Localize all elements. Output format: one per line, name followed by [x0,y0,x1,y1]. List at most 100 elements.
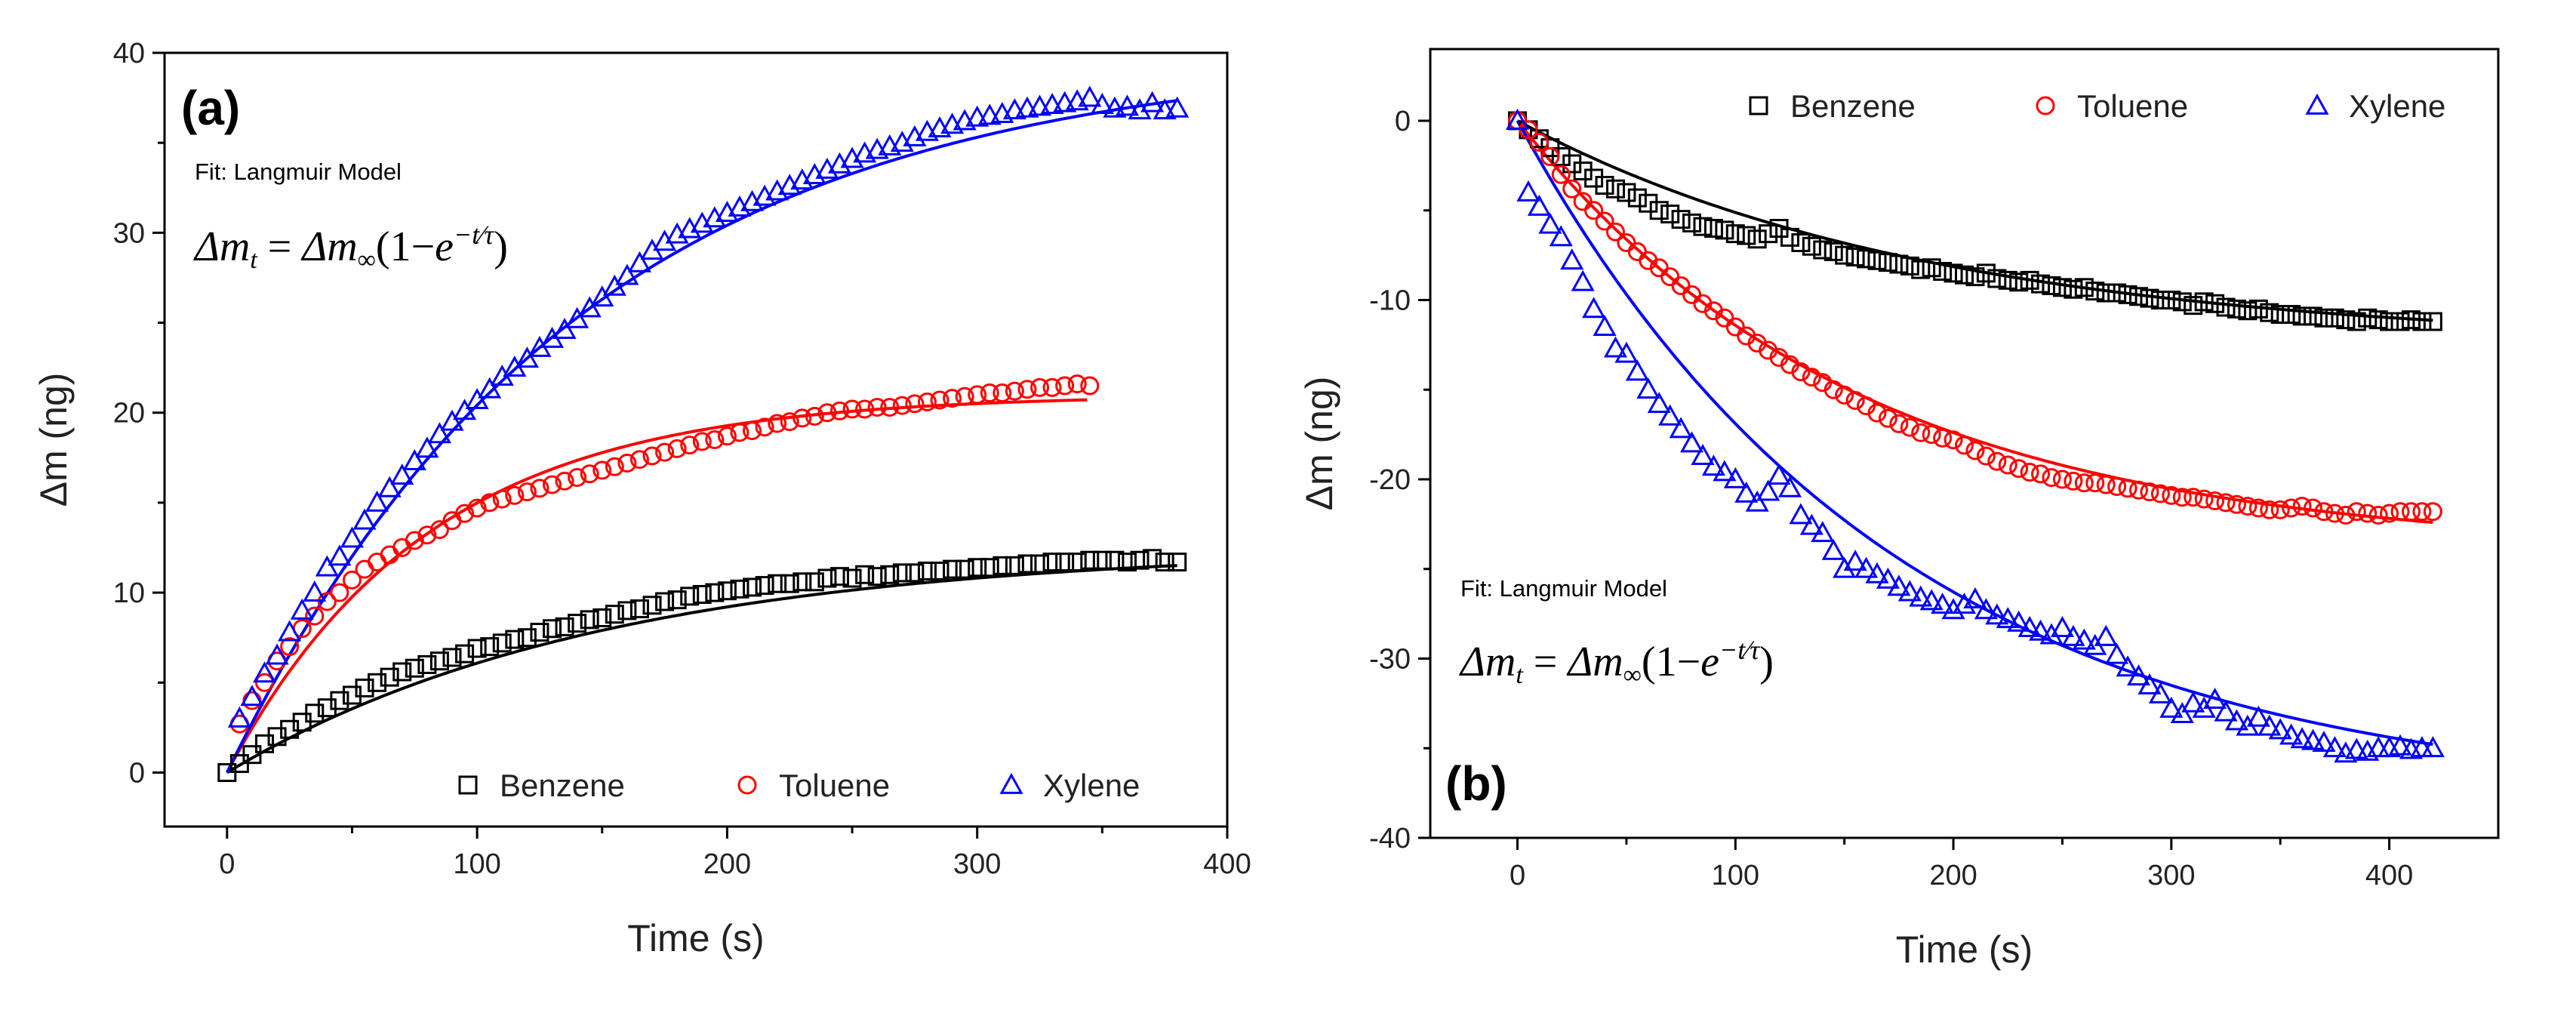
panel-b-xylene-point [1625,359,1649,381]
panel-a-benzene-point [505,630,525,649]
panel-b-benzene-point [1889,254,1909,274]
panel-b-toluene-point [2205,491,2225,510]
panel-b-benzene-point [2270,305,2290,324]
panel-a-benzene-point [605,605,624,624]
panel-a-toluene-point [705,430,725,449]
panel-b-x-tick-label: 300 [2147,860,2195,891]
panel-b-xylene-point [2039,623,2064,645]
panel-b-toluene-point [2380,503,2399,523]
panel-b-toluene-point [1845,391,1865,410]
panel-b-xylene-point [2072,628,2096,650]
panel-b-toluene-point [1584,201,1604,220]
panel-a-benzene-point [417,654,437,674]
panel-b-toluene-point [2129,480,2149,500]
panel-b-xylene-point [1560,248,1584,270]
panel-a-benzene-point [880,565,900,584]
panel-b-benzene-point [1737,226,1756,245]
panel-b-xylene-point [1941,598,1965,620]
panel-a-benzene-point [1155,553,1174,572]
panel-b-toluene-point [2347,502,2366,522]
panel-a-benzene-point [392,662,412,682]
panel-b-toluene-point [2368,506,2388,525]
panel-a-toluene-point [980,383,999,403]
panel-b-toluene-point [2314,502,2334,522]
panel-a-benzene-point [730,579,749,599]
panel-a-benzene-point [993,556,1012,575]
panel-b-xylene-point [1821,538,1845,560]
panel-a-xylene-point [240,685,264,707]
panel-b-toluene-series [1508,111,2442,525]
panel-a-toluene-point [455,503,475,523]
panel-a-toluene-point [1030,377,1050,397]
panel-b-xylene-point [2050,616,2074,638]
panel-a-x-axis-title: Time (s) [627,917,764,959]
panel-b-benzene-point [2172,292,2192,312]
panel-b-benzene-point [2205,294,2225,313]
panel-a-toluene-point [680,436,700,455]
panel-b-benzene-point [1780,227,1799,247]
panel-b-benzene-point [2358,308,2377,328]
panel-b-toluene-point [2184,488,2203,507]
panel-a-benzene-point [480,637,500,657]
panel-b-xylene-point [1669,417,1693,439]
panel-b-legend-toluene-label: Toluene [2077,88,2188,124]
panel-b-toluene-point [2227,494,2246,514]
panel-a-toluene-point [892,396,912,415]
panel-a-benzene-point [1080,550,1100,570]
panel-a-xylene-point [328,544,352,566]
panel-b-xylene-point [2017,616,2042,638]
panel-b-benzene-point [2162,291,2181,309]
panel-b-toluene-point [2020,463,2039,482]
panel-b-x-tick-label: 400 [2365,860,2413,891]
panel-b-xylene-point [2094,624,2118,646]
panel-b-xylene-point [2388,734,2412,756]
panel-b-benzene-point [1759,224,1778,244]
panel-a-eq-paren: (1− [376,223,435,270]
panel-a-xylene-point [402,449,426,471]
panel-a-x-tick-label: 100 [453,848,500,880]
panel-a-xylene-point [265,643,289,665]
panel-b-xylene-point [1799,513,1824,535]
panel-b-toluene-point [1944,430,1963,450]
panel-a-benzene-point [717,581,737,601]
panel-a-toluene-point [1042,377,1062,397]
panel-a-eq-rhs-sub: ∞ [358,246,376,274]
panel-b-toluene-point [2260,500,2279,519]
panel-b-xylene-point [1963,587,1987,609]
panel-b-benzene-point [2074,278,2094,297]
panel-a-eq-close: ) [494,223,508,270]
panel-b-xylene-point [1571,269,1595,291]
panel-a-toluene-point [755,417,774,437]
panel-a-xylene-point [1090,93,1114,115]
panel-b-xylene-point [1952,593,1977,614]
panel-a-benzene-point [467,639,487,658]
panel-b-benzene-point [1813,240,1833,260]
panel-a-toluene-point [543,475,562,494]
panel-a-xylene-point [1040,93,1064,115]
panel-b-toluene-point [2052,470,2072,489]
panel-a-benzene-point [543,619,562,639]
panel-b-fit-annotation: Fit: Langmuir Model [1460,575,1667,602]
panel-a-xylene-point [1015,96,1039,118]
panel-b-xylene-point [1679,431,1704,453]
panel-b-benzene-point [2140,288,2159,308]
panel-a-benzene-point [368,673,387,692]
panel-b-benzene-point [1747,229,1767,249]
panel-b-xylene-point [1756,479,1780,501]
panel-b-xylene-point [2181,691,2205,713]
panel-a-xylene-series [227,85,1190,728]
panel-b-toluene-point [1955,436,1974,455]
panel-b-benzene-point [2009,272,2029,292]
panel-b-plot-frame [1429,48,2500,839]
panel-b-legend-benzene-label: Benzene [1790,88,1916,124]
panel-b-xylene-point [2029,619,2053,641]
panel-a-toluene-point [667,439,687,458]
panel-b-xylene-point [1713,460,1737,482]
panel-a-benzene-point [1130,550,1150,570]
panel-b-eq-paren: (1− [1642,639,1700,685]
panel-b-toluene-point [2412,502,2432,522]
panel-b-x-axis-title: Time (s) [1896,928,2033,971]
panel-a-xylene-point [1165,96,1190,118]
panel-a-xylene-point [1128,98,1152,120]
panel-a-benzene-point [768,574,787,593]
